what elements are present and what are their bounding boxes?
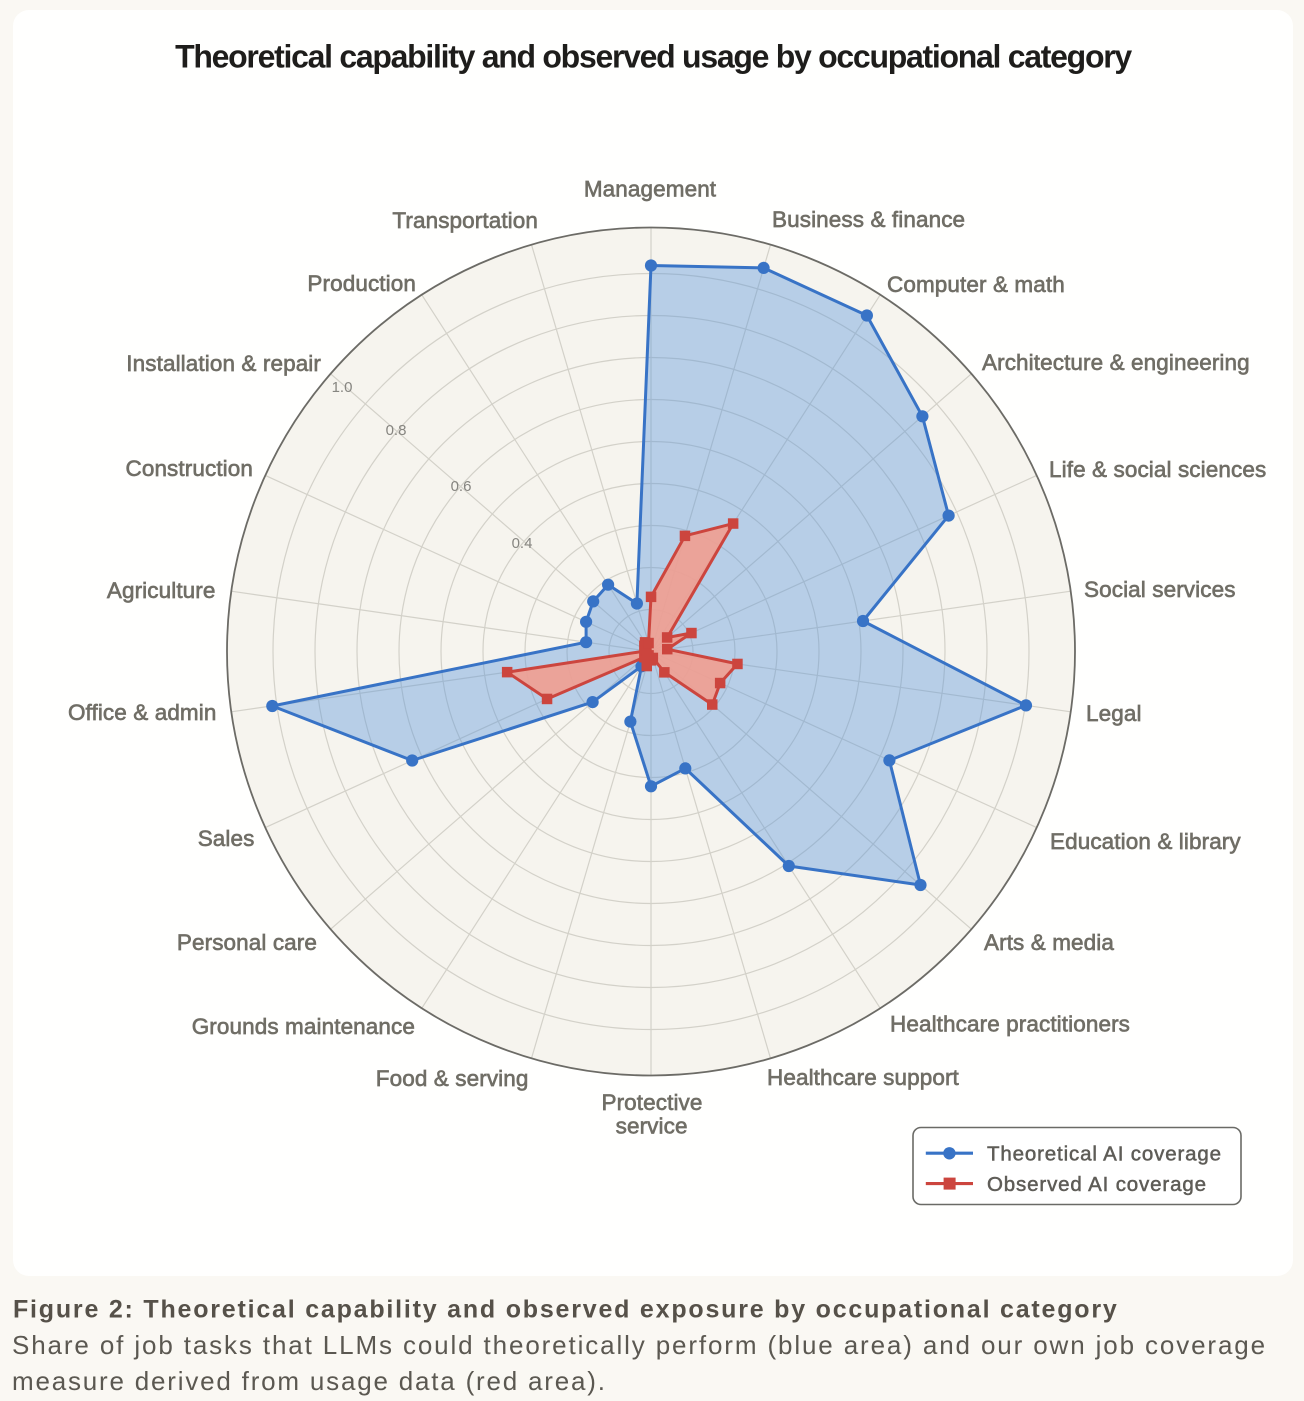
svg-text:Social services: Social services: [1084, 577, 1236, 602]
svg-text:Education & library: Education & library: [1050, 829, 1241, 854]
svg-text:Life & social sciences: Life & social sciences: [1049, 457, 1266, 482]
svg-text:Agriculture: Agriculture: [107, 578, 216, 603]
svg-text:Healthcare practitioners: Healthcare practitioners: [890, 1012, 1130, 1037]
svg-text:Legal: Legal: [1086, 701, 1142, 726]
svg-text:Architecture & engineering: Architecture & engineering: [982, 350, 1250, 375]
svg-text:0.6: 0.6: [451, 478, 472, 495]
svg-text:Installation & repair: Installation & repair: [126, 351, 321, 376]
svg-text:Personal care: Personal care: [177, 930, 317, 955]
svg-text:Grounds maintenance: Grounds maintenance: [192, 1014, 415, 1039]
svg-text:Share of job tasks that LLMs c: Share of job tasks that LLMs could theor…: [12, 1330, 1267, 1360]
svg-text:Management: Management: [584, 177, 717, 202]
svg-text:measure derived from usage dat: measure derived from usage data (red are…: [12, 1366, 607, 1396]
svg-text:Construction: Construction: [125, 456, 253, 481]
svg-text:Sales: Sales: [198, 826, 255, 851]
svg-text:Arts & media: Arts & media: [984, 930, 1114, 955]
svg-text:Transportation: Transportation: [392, 208, 538, 233]
svg-text:Healthcare support: Healthcare support: [767, 1065, 960, 1090]
svg-text:Production: Production: [307, 271, 416, 296]
svg-text:0.8: 0.8: [386, 422, 407, 439]
svg-text:Computer & math: Computer & math: [887, 272, 1065, 297]
svg-text:1.0: 1.0: [332, 379, 353, 396]
svg-text:Theoretical AI coverage: Theoretical AI coverage: [987, 1143, 1222, 1166]
svg-text:Office & admin: Office & admin: [68, 700, 217, 725]
svg-text:Protective: Protective: [601, 1090, 702, 1115]
svg-text:Food & serving: Food & serving: [376, 1066, 529, 1091]
svg-text:Observed AI coverage: Observed AI coverage: [987, 1173, 1207, 1196]
svg-text:Theoretical capability and obs: Theoretical capability and observed usag…: [175, 39, 1132, 75]
svg-text:Business & finance: Business & finance: [772, 207, 965, 232]
svg-text:Figure 2: Theoretical capabili: Figure 2: Theoretical capability and obs…: [13, 1296, 1119, 1324]
svg-text:0.4: 0.4: [512, 535, 533, 552]
svg-text:service: service: [616, 1114, 688, 1139]
